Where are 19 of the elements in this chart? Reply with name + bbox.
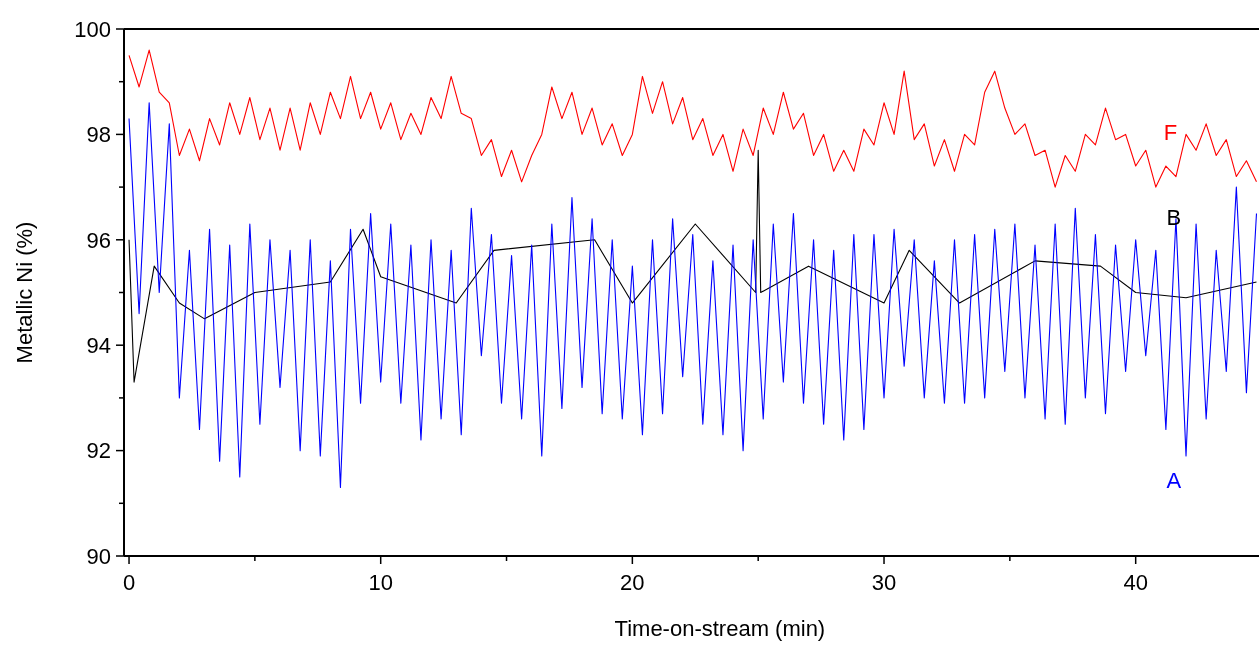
x-axis-title: Time-on-stream (min)	[614, 616, 826, 641]
series-label: A	[1166, 468, 1182, 494]
y-tick-label: 100	[74, 16, 111, 42]
x-tick-label: 40	[1123, 570, 1148, 595]
text: B	[1166, 204, 1182, 230]
x-tick-label: 10	[368, 570, 393, 595]
line-series	[128, 49, 1258, 188]
y-tick-label: 92	[86, 438, 111, 464]
line-series	[128, 149, 1258, 383]
line-series	[128, 102, 1258, 489]
y-tick-label: 90	[86, 543, 111, 569]
x-tick-label: 20	[620, 570, 645, 595]
y-axis-title: Metallic Ni (%)	[12, 221, 37, 364]
y-tick-label: 96	[86, 227, 111, 253]
y-tick-label: 94	[86, 332, 111, 358]
x-tick-label: 30	[871, 570, 897, 595]
y-tick-label: 98	[86, 122, 111, 148]
series-label: F	[1163, 120, 1178, 146]
x-tick-label: 0	[122, 570, 136, 595]
